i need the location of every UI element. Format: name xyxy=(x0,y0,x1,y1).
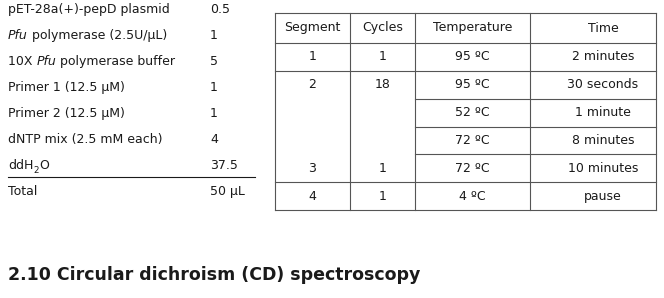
Text: O: O xyxy=(39,159,48,172)
Text: 1: 1 xyxy=(309,50,317,63)
Text: polymerase (2.5U/μL): polymerase (2.5U/μL) xyxy=(28,29,167,42)
Text: 4 ºC: 4 ºC xyxy=(459,190,486,203)
Text: 72 ºC: 72 ºC xyxy=(456,134,490,147)
Text: Segment: Segment xyxy=(284,21,341,35)
Text: 2.10 Circular dichroism (CD) spectroscopy: 2.10 Circular dichroism (CD) spectroscop… xyxy=(8,266,420,284)
Text: 37.5: 37.5 xyxy=(210,159,238,172)
Text: Time: Time xyxy=(588,21,618,35)
Text: Pfu: Pfu xyxy=(37,55,56,68)
Text: 95 ºC: 95 ºC xyxy=(456,78,490,91)
Text: 95 ºC: 95 ºC xyxy=(456,50,490,63)
Text: pET-28a(+)-pepD plasmid: pET-28a(+)-pepD plasmid xyxy=(8,3,170,16)
Text: 1: 1 xyxy=(378,50,386,63)
Text: 1 minute: 1 minute xyxy=(575,106,631,119)
Text: 5: 5 xyxy=(210,55,218,68)
Text: 52 ºC: 52 ºC xyxy=(456,106,490,119)
Text: 3: 3 xyxy=(309,162,317,175)
Text: 10X: 10X xyxy=(8,55,37,68)
Text: 4: 4 xyxy=(210,133,218,146)
Text: 2 minutes: 2 minutes xyxy=(572,50,634,63)
Text: polymerase buffer: polymerase buffer xyxy=(56,55,175,68)
Text: pause: pause xyxy=(584,190,622,203)
Text: ddH: ddH xyxy=(8,159,33,172)
Text: Temperature: Temperature xyxy=(433,21,512,35)
Text: 0.5: 0.5 xyxy=(210,3,230,16)
Text: dNTP mix (2.5 mM each): dNTP mix (2.5 mM each) xyxy=(8,133,163,146)
Text: 30 seconds: 30 seconds xyxy=(568,78,639,91)
Text: 2: 2 xyxy=(309,78,317,91)
Text: 18: 18 xyxy=(374,78,390,91)
Text: Cycles: Cycles xyxy=(362,21,403,35)
Text: 1: 1 xyxy=(378,162,386,175)
Text: 1: 1 xyxy=(210,107,218,120)
Text: 72 ºC: 72 ºC xyxy=(456,162,490,175)
Text: 8 minutes: 8 minutes xyxy=(572,134,634,147)
Text: Primer 2 (12.5 μM): Primer 2 (12.5 μM) xyxy=(8,107,125,120)
Text: Pfu: Pfu xyxy=(8,29,28,42)
Text: Primer 1 (12.5 μM): Primer 1 (12.5 μM) xyxy=(8,81,125,94)
Text: 10 minutes: 10 minutes xyxy=(568,162,638,175)
Text: 1: 1 xyxy=(210,29,218,42)
Text: Total: Total xyxy=(8,185,37,198)
Text: 1: 1 xyxy=(378,190,386,203)
Text: 50 μL: 50 μL xyxy=(210,185,245,198)
Text: 1: 1 xyxy=(210,81,218,94)
Text: 4: 4 xyxy=(309,190,317,203)
Text: 2: 2 xyxy=(33,166,39,175)
